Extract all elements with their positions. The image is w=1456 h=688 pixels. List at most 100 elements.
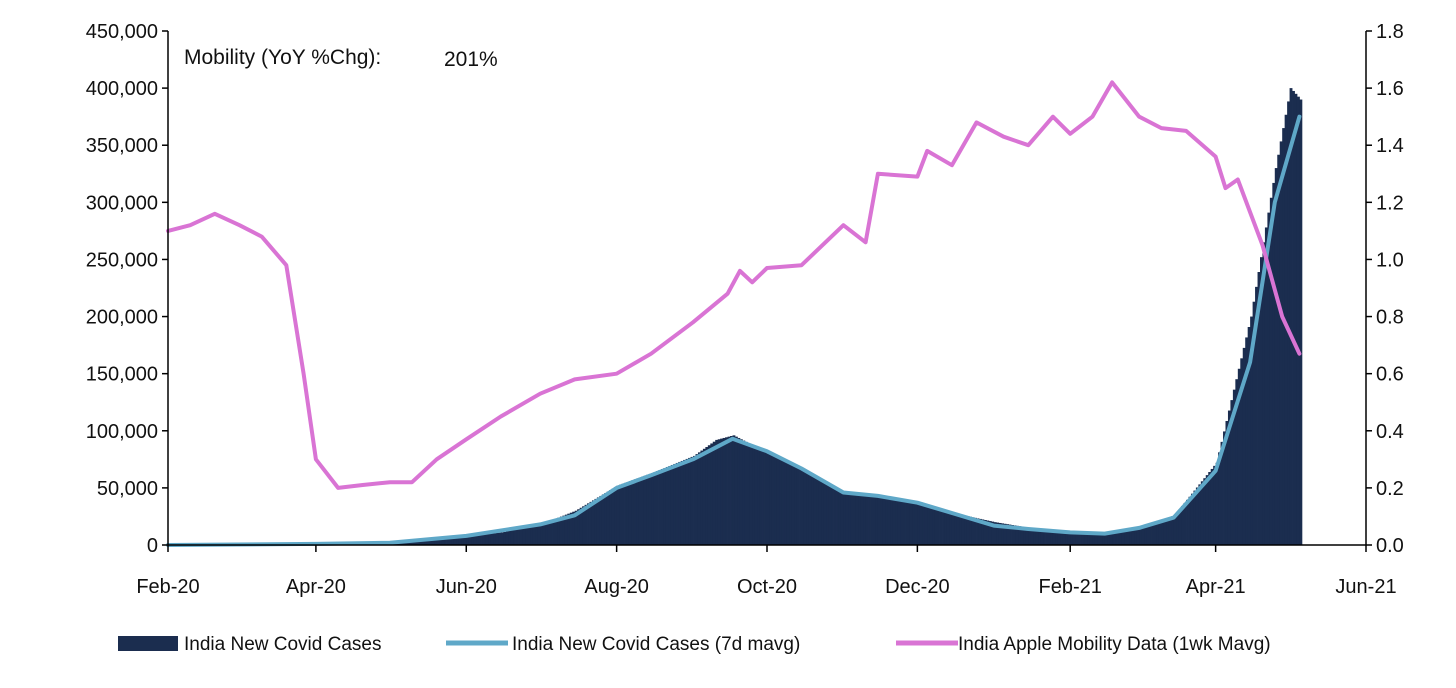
cases-bar: [871, 494, 874, 545]
x-tick-label: Oct-20: [737, 576, 797, 598]
right-tick-label: 1.6: [1376, 78, 1404, 100]
cases-bar: [952, 513, 955, 545]
cases-bar: [843, 492, 846, 545]
cases-bar: [816, 477, 819, 545]
cases-bar: [550, 521, 553, 545]
cases-bar: [599, 496, 602, 545]
cases-bar: [893, 497, 896, 545]
cases-bar: [1149, 524, 1152, 545]
cases-bar: [1277, 155, 1280, 545]
cases-bar: [838, 490, 841, 545]
cases-bar: [1198, 484, 1201, 545]
cases-bar: [779, 459, 782, 545]
cases-bar: [614, 487, 617, 545]
cases-bar: [1270, 198, 1273, 545]
cases-bar: [693, 456, 696, 545]
cases-bar: [636, 478, 639, 545]
cases-bar: [646, 475, 649, 545]
cases-bar: [488, 534, 491, 545]
cases-bar: [900, 499, 903, 545]
x-tick-label: Dec-20: [885, 576, 949, 598]
cases-bar: [612, 489, 615, 545]
cases-bar: [809, 473, 812, 545]
cases-bar: [1191, 494, 1194, 545]
cases-bar: [866, 494, 869, 545]
cases-bar: [533, 526, 536, 545]
cases-bar: [940, 509, 943, 545]
cases-bar: [651, 473, 654, 545]
cases-bar: [1144, 526, 1147, 545]
cases-bar: [703, 449, 706, 545]
cases-bar: [888, 496, 891, 545]
cases-bar: [686, 459, 689, 545]
cases-bar: [930, 506, 933, 545]
cases-bar: [1164, 519, 1167, 545]
cases-bar: [782, 460, 785, 545]
cases-bar: [1275, 168, 1278, 545]
cases-bar: [683, 460, 686, 545]
right-tick-label: 1.0: [1376, 249, 1404, 271]
cases-bar: [479, 535, 482, 545]
cases-bar: [1166, 518, 1169, 545]
left-tick-label: 50,000: [97, 478, 158, 500]
cases-bar: [597, 497, 600, 545]
cases-bar: [1184, 503, 1187, 545]
cases-bar: [848, 493, 851, 545]
x-tick-label: Apr-21: [1186, 576, 1246, 598]
left-tick-label: 0: [147, 535, 158, 557]
cases-bar: [1282, 128, 1285, 545]
cases-bar: [915, 501, 918, 545]
cases-bar: [1139, 528, 1142, 545]
legend-label: India New Covid Cases: [184, 634, 381, 655]
cases-bar: [969, 517, 972, 545]
cases-bar: [944, 511, 947, 545]
cases-bar: [639, 478, 642, 545]
cases-bar: [1171, 516, 1174, 545]
cases-bar: [715, 440, 718, 545]
cases-bar: [629, 481, 632, 545]
cases-bar: [868, 494, 871, 545]
cases-bar: [959, 515, 962, 545]
cases-bar: [777, 458, 780, 545]
cases-bar: [836, 488, 839, 545]
cases-bar: [1132, 529, 1135, 545]
cases-bar: [543, 523, 546, 545]
cases-bar: [476, 535, 479, 545]
cases-bar: [622, 484, 625, 545]
cases-bar: [700, 451, 703, 545]
cases-bar: [676, 463, 679, 545]
cases-bar: [592, 500, 595, 545]
left-tick-label: 100,000: [86, 421, 158, 443]
cases-bar: [903, 499, 906, 545]
cases-bar: [873, 494, 876, 545]
mobility-line: [168, 82, 1299, 488]
cases-bar: [1129, 529, 1132, 545]
cases-bar: [523, 528, 526, 545]
cases-bar: [819, 478, 822, 545]
cases-bar: [784, 461, 787, 545]
cases-bar: [863, 494, 866, 545]
cases-bar: [1280, 141, 1283, 545]
x-tick-label: Jun-21: [1335, 576, 1396, 598]
right-tick-label: 1.8: [1376, 21, 1404, 43]
cases-bar: [937, 508, 940, 545]
cases-bar: [1287, 101, 1290, 545]
cases-bar: [1290, 88, 1293, 545]
cases-bar: [713, 442, 716, 545]
cases-bar: [922, 503, 925, 545]
cases-bar: [967, 516, 970, 545]
cases-bar: [508, 531, 511, 545]
cases-bar: [708, 445, 711, 545]
cases-bar: [732, 435, 735, 545]
cases-bar: [604, 493, 607, 545]
right-tick-label: 0.2: [1376, 478, 1404, 500]
cases-bar: [696, 454, 699, 545]
cases-bar: [666, 467, 669, 545]
cases-bar: [883, 496, 886, 545]
cases-bar: [814, 476, 817, 545]
cases-bar: [856, 493, 859, 545]
cases-bar: [964, 516, 967, 545]
cases-bar: [1211, 469, 1214, 545]
cases-bar: [917, 502, 920, 545]
